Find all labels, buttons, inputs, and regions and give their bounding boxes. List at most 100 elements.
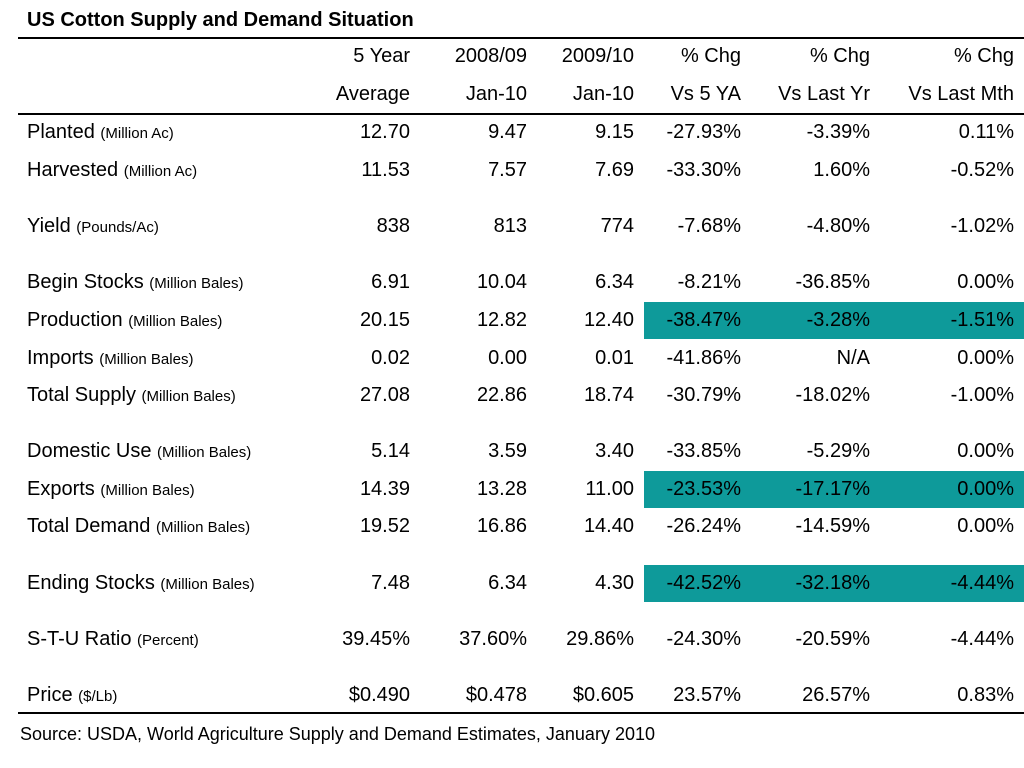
table-cell: $0.490 [348, 684, 410, 706]
table-cell: 22.86 [476, 384, 527, 406]
table-cell: 10.04 [476, 271, 527, 293]
table-cell: -14.59% [795, 515, 871, 537]
row-label-name: Total Demand [27, 515, 151, 537]
column-header-6-line2: Vs Last Mth [908, 83, 1014, 105]
table-cell: 5.14 [371, 440, 410, 462]
row-label-unit: (Million Bales) [160, 576, 255, 593]
row-label-unit: ($/Lb) [78, 688, 118, 705]
table-cell: 18.74 [583, 384, 634, 406]
table-cell: 19.52 [359, 515, 410, 537]
table-cell: 39.45% [342, 628, 410, 650]
row-label: Total Supply (Million Bales) [27, 377, 236, 414]
table-cell: $0.478 [465, 684, 527, 706]
row-label-name: Domestic Use [27, 440, 152, 462]
column-header-3-line2: Jan-10 [572, 83, 634, 105]
table-cell: 23.57% [673, 684, 741, 706]
row-label: Imports (Million Bales) [27, 340, 193, 377]
table-cell: 12.40 [583, 309, 634, 331]
row-label: S-T-U Ratio (Percent) [27, 621, 199, 658]
column-header-4-line1: % Chg [680, 45, 741, 67]
table-cell: 12.70 [359, 121, 410, 143]
row-label-unit: (Million Ac) [100, 125, 174, 142]
row-label-unit: (Million Bales) [157, 444, 252, 461]
table-cell: -5.29% [806, 440, 870, 462]
table-cell: 0.02 [371, 347, 410, 369]
row-label-name: Price [27, 684, 73, 706]
table-cell: 3.59 [488, 440, 527, 462]
table-cell: 4.30 [595, 572, 634, 594]
table-cell: 13.28 [476, 478, 527, 500]
table-title: US Cotton Supply and Demand Situation [27, 9, 414, 31]
row-label-name: Begin Stocks [27, 271, 144, 293]
table-cell: 27.08 [359, 384, 410, 406]
table-cell: $0.605 [572, 684, 634, 706]
row-label: Total Demand (Million Bales) [27, 508, 250, 545]
row-label-name: Imports [27, 347, 94, 369]
table-cell: 9.15 [595, 121, 634, 143]
row-label-unit: (Million Bales) [99, 351, 194, 368]
column-header-3-line1: 2009/10 [561, 45, 634, 67]
table-cell: 0.00% [957, 347, 1014, 369]
table-cell: 1.60% [813, 159, 870, 181]
row-label-name: S-T-U Ratio [27, 628, 132, 650]
table-cell: 0.83% [957, 684, 1014, 706]
table-cell: 0.11% [958, 121, 1014, 143]
table-cell: -33.30% [666, 159, 742, 181]
table-cell: -4.44% [950, 628, 1014, 650]
table-cell: -4.44% [880, 565, 1024, 602]
table-cell: -4.80% [806, 215, 870, 237]
table-cell: 26.57% [802, 684, 870, 706]
row-label-name: Yield [27, 215, 71, 237]
row-label: Yield (Pounds/Ac) [27, 208, 159, 245]
table-cell: -24.30% [666, 628, 742, 650]
table-cell: -1.00% [950, 384, 1014, 406]
table-cell: 6.34 [488, 572, 527, 594]
table-cell: -20.59% [795, 628, 871, 650]
table-cell: -17.17% [751, 471, 880, 508]
row-label-unit: (Million Ac) [123, 163, 198, 180]
table-cell: 7.57 [488, 159, 527, 181]
top-rule [18, 37, 1024, 39]
table-cell: -7.68% [677, 215, 741, 237]
column-header-5-line2: Vs Last Yr [778, 83, 870, 105]
table-cell: 11.53 [361, 159, 410, 181]
table-cell: 7.69 [595, 159, 634, 181]
table-cell: 12.82 [476, 309, 527, 331]
table-cell: 774 [600, 215, 634, 237]
table-cell: 16.86 [476, 515, 527, 537]
row-label-name: Production [27, 309, 123, 331]
row-label-unit: (Million Bales) [155, 519, 251, 536]
row-label: Exports (Million Bales) [27, 471, 195, 508]
table-cell: -1.02% [950, 215, 1014, 237]
row-label: Price ($/Lb) [27, 677, 117, 714]
row-label-unit: (Percent) [137, 632, 199, 649]
table-cell: 11.00 [585, 478, 634, 500]
table-cell: -38.47% [644, 302, 751, 339]
row-label-name: Total Supply [27, 384, 136, 406]
table-cell: 838 [376, 215, 410, 237]
table-cell: -41.86% [666, 347, 742, 369]
row-label-unit: (Pounds/Ac) [76, 219, 159, 236]
row-label-unit: (Million Bales) [100, 482, 195, 499]
table-cell: -3.39% [806, 121, 870, 143]
table-cell: -27.93% [666, 121, 742, 143]
row-label-name: Harvested [27, 159, 119, 181]
table-cell: 0.00% [957, 515, 1014, 537]
bottom-rule [18, 712, 1024, 714]
row-label-name: Planted [27, 121, 95, 143]
column-header-1-line1: 5 Year [353, 45, 410, 67]
table-cell: 0.01 [595, 347, 634, 369]
table-cell: -42.52% [644, 565, 751, 602]
row-label-name: Exports [27, 478, 95, 500]
column-header-1-line2: Average [335, 83, 410, 105]
table-cell: -3.28% [751, 302, 880, 339]
table-cell: 6.34 [595, 271, 634, 293]
table-cell: 813 [493, 215, 527, 237]
table-cell: 7.48 [371, 572, 410, 594]
column-header-2-line2: Jan-10 [465, 83, 527, 105]
table-cell: 29.86% [566, 628, 634, 650]
table-cell: -33.85% [666, 440, 742, 462]
row-label-unit: (Million Bales) [149, 275, 244, 292]
column-header-2-line1: 2008/09 [454, 45, 527, 67]
table-cell: 9.47 [488, 121, 527, 143]
